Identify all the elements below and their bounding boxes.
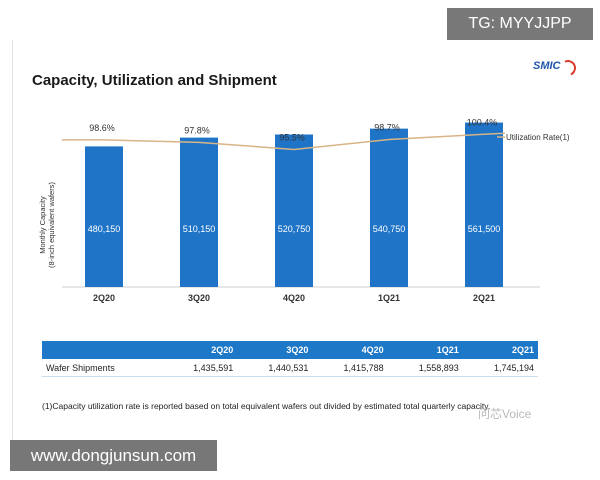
x-tick-label: 1Q21 <box>378 293 400 303</box>
table-row: Wafer Shipments 1,435,591 1,440,531 1,41… <box>42 359 538 377</box>
table-cell: 1,558,893 <box>387 359 463 377</box>
table-header-row: 2Q20 3Q20 4Q20 1Q21 2Q21 <box>42 341 538 359</box>
table-header-cell: 2Q20 <box>162 341 238 359</box>
capacity-bar <box>85 146 123 287</box>
tg-badge: TG: MYYJJPP <box>447 8 593 40</box>
utilization-label: 97.8% <box>184 125 210 135</box>
watermark: 问芯Voice <box>478 407 532 421</box>
utilization-label: 100.4% <box>467 117 498 127</box>
bar-value-label: 480,150 <box>88 224 121 234</box>
capacity-bar <box>370 128 408 287</box>
site-url-badge: www.dongjunsun.com <box>10 440 217 471</box>
table-header-cell: 3Q20 <box>237 341 313 359</box>
legend-label: Utilization Rate(1) <box>506 133 570 142</box>
table-header-cell: 4Q20 <box>312 341 388 359</box>
bar-value-label: 540,750 <box>373 224 406 234</box>
slide-title: Capacity, Utilization and Shipment <box>32 72 277 89</box>
capacity-bar <box>465 122 503 287</box>
y-axis-sublabel: (8-inch equivalent wafers) <box>47 182 56 268</box>
table-header-cell: 1Q21 <box>387 341 463 359</box>
utilization-line <box>62 132 506 151</box>
shipment-table: 2Q20 3Q20 4Q20 1Q21 2Q21 Wafer Shipments… <box>42 341 538 377</box>
utilization-label: 98.6% <box>89 123 115 133</box>
x-tick-label: 2Q20 <box>93 293 115 303</box>
table-cell: 1,745,194 <box>462 359 538 377</box>
table-header-cell: 2Q21 <box>462 341 538 359</box>
capacity-bar <box>275 134 313 287</box>
table-cell: 1,415,788 <box>312 359 388 377</box>
table-cell: 1,440,531 <box>237 359 313 377</box>
bar-value-label: 510,150 <box>183 224 216 234</box>
utilization-label: 98.7% <box>374 123 400 133</box>
table-header-cell <box>42 341 163 359</box>
table-row-label: Wafer Shipments <box>42 359 163 377</box>
x-tick-label: 3Q20 <box>188 293 210 303</box>
y-axis-label: Monthly Capacity <box>38 196 47 254</box>
table-cell: 1,435,591 <box>162 359 238 377</box>
bar-value-label: 561,500 <box>468 224 501 234</box>
bar-value-label: 520,750 <box>278 224 311 234</box>
smic-logo: SMIC <box>533 60 561 72</box>
footnote: (1)Capacity utilization rate is reported… <box>42 401 491 411</box>
utilization-label: 95.5% <box>279 132 305 142</box>
x-tick-label: 2Q21 <box>473 293 495 303</box>
x-tick-label: 4Q20 <box>283 293 305 303</box>
capacity-bar <box>180 137 218 287</box>
